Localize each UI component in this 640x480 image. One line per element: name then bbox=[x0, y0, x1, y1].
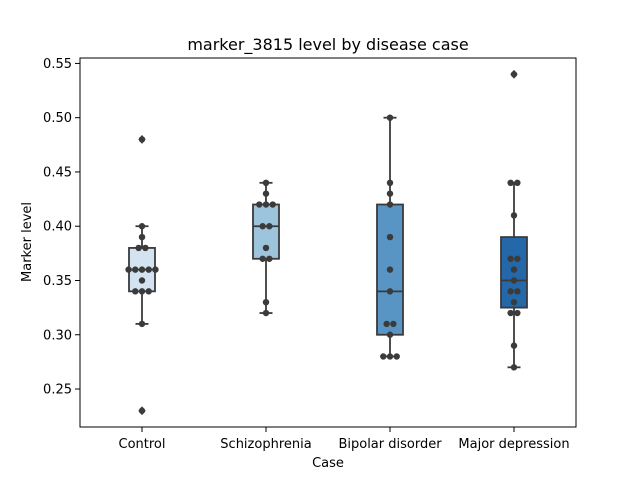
data-point bbox=[386, 233, 394, 241]
x-tick-label: Schizophrenia bbox=[220, 437, 311, 452]
data-point bbox=[386, 179, 394, 187]
data-point bbox=[135, 244, 142, 252]
data-point bbox=[132, 288, 139, 295]
data-point bbox=[262, 309, 270, 317]
data-point bbox=[510, 212, 518, 219]
data-point bbox=[138, 407, 146, 414]
data-point bbox=[386, 190, 394, 197]
data-point bbox=[138, 288, 146, 295]
data-point bbox=[138, 320, 146, 328]
data-point bbox=[514, 255, 521, 262]
data-point bbox=[262, 190, 270, 197]
data-point bbox=[507, 179, 514, 187]
data-point bbox=[138, 233, 146, 241]
y-tick-label: 0.30 bbox=[43, 328, 72, 343]
box-group bbox=[125, 134, 159, 416]
y-tick-label: 0.55 bbox=[43, 57, 72, 72]
data-point bbox=[152, 266, 159, 273]
data-point bbox=[386, 114, 394, 121]
data-point bbox=[510, 342, 518, 349]
y-tick-label: 0.25 bbox=[43, 383, 72, 398]
data-point bbox=[138, 266, 146, 273]
data-point bbox=[138, 223, 146, 230]
data-point bbox=[393, 353, 400, 360]
data-point bbox=[386, 266, 394, 273]
data-point bbox=[266, 255, 273, 262]
y-tick-label: 0.50 bbox=[43, 111, 72, 126]
data-point bbox=[507, 255, 514, 262]
plot-frame bbox=[79, 57, 577, 428]
data-point bbox=[256, 201, 263, 208]
x-tick-label: Control bbox=[119, 437, 166, 452]
data-point bbox=[510, 266, 518, 273]
data-point bbox=[138, 277, 146, 284]
y-tick-label: 0.35 bbox=[43, 274, 72, 289]
data-point bbox=[138, 136, 146, 143]
data-point bbox=[262, 244, 270, 252]
data-point bbox=[390, 320, 397, 328]
data-point bbox=[386, 353, 394, 360]
data-point bbox=[514, 179, 521, 187]
box bbox=[252, 203, 280, 260]
box-group bbox=[376, 114, 404, 360]
plot-area bbox=[125, 69, 528, 416]
box-group bbox=[252, 179, 280, 317]
data-point bbox=[514, 288, 521, 295]
data-point bbox=[510, 71, 518, 78]
data-point bbox=[514, 309, 521, 317]
data-point bbox=[383, 320, 390, 328]
y-axis-label: Marker level bbox=[20, 202, 35, 282]
data-point bbox=[386, 288, 394, 295]
data-point bbox=[145, 266, 152, 273]
data-point bbox=[262, 201, 270, 208]
data-point bbox=[262, 179, 270, 187]
data-point bbox=[132, 266, 139, 273]
x-axis-label: Case bbox=[312, 456, 344, 471]
box-group bbox=[500, 69, 528, 371]
data-point bbox=[269, 201, 276, 208]
y-axis: 0.25 0.30 0.35 0.40 0.45 0.50 0.55 bbox=[43, 57, 80, 398]
x-tick-label: Bipolar disorder bbox=[338, 437, 442, 452]
data-point bbox=[510, 277, 518, 284]
chart-title: marker_3815 level by disease case bbox=[187, 35, 468, 55]
data-point bbox=[380, 353, 387, 360]
data-point bbox=[510, 364, 518, 371]
y-tick-label: 0.45 bbox=[43, 165, 72, 180]
data-point bbox=[386, 201, 394, 208]
data-point bbox=[386, 331, 394, 338]
data-point bbox=[510, 298, 518, 306]
data-point bbox=[125, 266, 132, 273]
data-point bbox=[259, 255, 266, 262]
data-point bbox=[145, 288, 152, 295]
data-point bbox=[507, 288, 514, 295]
data-point bbox=[262, 298, 270, 306]
y-tick-label: 0.40 bbox=[43, 220, 72, 235]
data-point bbox=[142, 244, 149, 252]
x-axis: Control Schizophrenia Bipolar disorder Majo… bbox=[119, 427, 570, 452]
data-point bbox=[507, 309, 514, 317]
x-tick-label: Major depression bbox=[458, 437, 569, 452]
data-point bbox=[266, 223, 273, 230]
data-point bbox=[259, 223, 266, 230]
